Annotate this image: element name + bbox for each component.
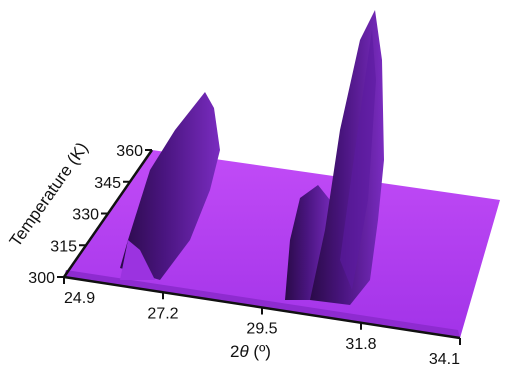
peak-ridge-1 (120, 92, 220, 280)
y-axis-title: Temperature (K) (6, 139, 92, 251)
x-axis-title-unit: (º) (249, 342, 271, 361)
x-axis-title: 2θ (º) (230, 342, 271, 361)
peak-ridge-3-highlight (340, 30, 376, 290)
x-axis-title-symbol: θ (239, 342, 249, 361)
y-tick-label: 330 (72, 207, 99, 224)
x-axis-ticks: 24.9 27.2 29.5 31.8 34.1 (63, 277, 461, 367)
y-tick-label: 300 (28, 270, 55, 287)
y-axis-ticks: 300 315 330 345 360 (28, 143, 152, 287)
x-tick-label: 29.5 (246, 321, 277, 338)
x-tick-label: 34.1 (429, 351, 460, 367)
x-tick-label: 31.8 (345, 336, 376, 353)
y-tick-label: 345 (94, 175, 121, 192)
x-tick-label: 27.2 (147, 305, 178, 322)
peak-ridge-1-front (120, 240, 155, 280)
y-tick-label: 360 (116, 143, 143, 160)
x-tick-label: 24.9 (64, 290, 95, 307)
y-tick-label: 315 (50, 238, 77, 255)
surface-front-edge (64, 270, 460, 338)
x-axis-title-prefix: 2 (230, 342, 239, 361)
